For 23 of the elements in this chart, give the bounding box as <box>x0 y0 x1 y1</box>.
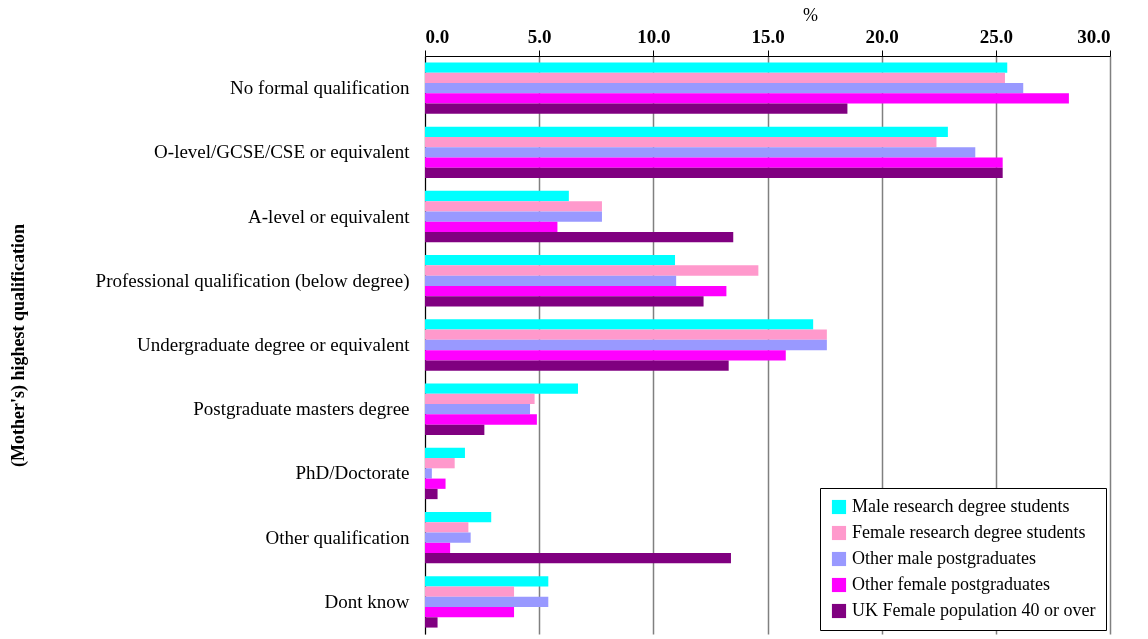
x-axis-title: % <box>803 4 818 25</box>
y-tick-label: O-level/GCSE/CSE or equivalent <box>154 141 411 163</box>
legend-label: Male research degree students <box>852 496 1070 516</box>
legend-label: Other female postgraduates <box>852 574 1050 594</box>
x-tick-label: 25.0 <box>979 25 1013 47</box>
y-tick-label: Professional qualification (below degree) <box>95 269 410 292</box>
y-tick-label: No formal qualification <box>230 77 410 99</box>
y-tick-label: Dont know <box>324 590 410 612</box>
y-tick-label: PhD/Doctorate <box>295 462 410 484</box>
x-tick-label: 10.0 <box>637 25 671 47</box>
y-tick-label: Postgraduate masters degree <box>193 398 410 420</box>
y-tick-label: A-level or equivalent <box>248 205 411 227</box>
x-tick-label: 0.0 <box>425 25 450 47</box>
legend-label: UK Female population 40 or over <box>852 600 1096 620</box>
legend-label: Other male postgraduates <box>852 548 1036 568</box>
y-tick-label: Other qualification <box>265 526 410 548</box>
y-tick-label: Undergraduate degree or equivalent <box>137 334 411 355</box>
legend-label: Female research degree students <box>852 522 1086 542</box>
x-tick-label: 5.0 <box>527 25 552 47</box>
x-tick-label: 20.0 <box>865 25 899 47</box>
x-tick-label: 30.0 <box>1077 25 1111 47</box>
x-tick-label: 15.0 <box>751 25 785 47</box>
y-axis-title: (Mother's) highest qualification <box>7 224 29 467</box>
